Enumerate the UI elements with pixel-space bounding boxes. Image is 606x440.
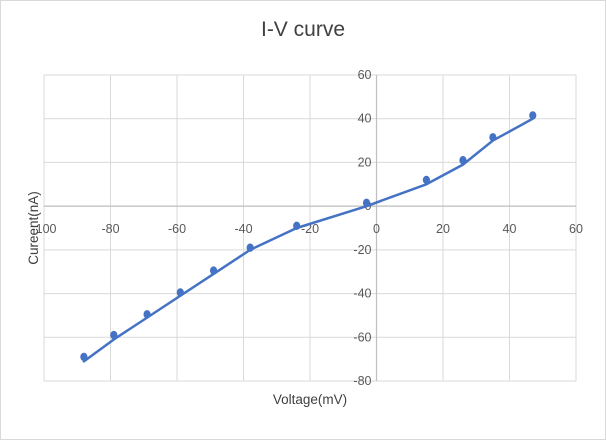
data-point — [422, 175, 430, 185]
y-tick-label: 40 — [358, 112, 372, 126]
chart-title: I-V curve — [260, 18, 346, 41]
y-axis-label: Cureent(nA) — [26, 191, 41, 265]
x-tick-label: 20 — [436, 222, 450, 236]
y-tick-label: -20 — [353, 243, 371, 257]
y-tick-label: -60 — [353, 330, 371, 344]
tick-labels: -100-80-60-40-200204060-80-60-40-2002040… — [31, 68, 583, 388]
trend-line — [82, 117, 535, 363]
x-tick-label: 40 — [503, 222, 517, 236]
data-series — [80, 111, 537, 363]
axes — [44, 75, 576, 381]
data-point — [143, 310, 151, 319]
data-point — [529, 111, 537, 120]
data-point — [209, 266, 218, 275]
data-point — [293, 221, 301, 231]
data-point — [80, 352, 88, 362]
x-tick-label: -60 — [168, 222, 186, 236]
y-tick-label: -40 — [353, 287, 371, 301]
data-point — [176, 288, 184, 297]
data-point — [362, 198, 371, 208]
x-tick-label: 60 — [569, 222, 583, 236]
x-axis-label: Voltage(mV) — [273, 392, 347, 407]
data-point — [489, 133, 497, 142]
x-tick-label: -100 — [31, 222, 56, 236]
data-point — [110, 330, 118, 340]
y-tick-label: 20 — [358, 155, 372, 169]
data-point — [246, 243, 254, 252]
y-tick-label: 60 — [358, 68, 372, 82]
x-tick-label: -40 — [234, 222, 252, 236]
data-point — [459, 156, 467, 165]
x-tick-label: -80 — [101, 222, 119, 236]
y-tick-label: -80 — [353, 374, 371, 388]
x-tick-label: 0 — [373, 222, 380, 236]
